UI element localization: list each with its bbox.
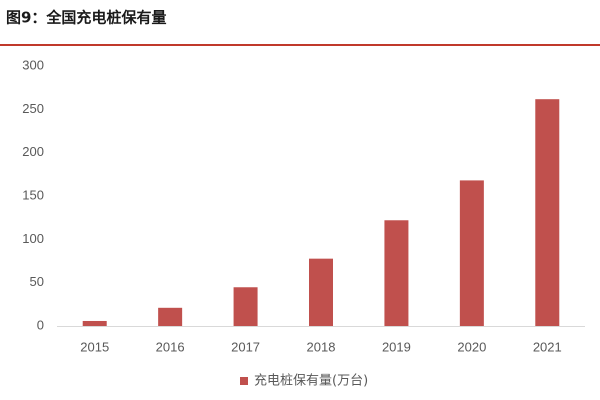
bar: [82, 320, 107, 326]
x-tick-label: 2017: [231, 339, 260, 354]
y-tick-label: 250: [22, 101, 44, 116]
x-tick-label: 2020: [457, 339, 486, 354]
y-tick-label: 300: [22, 57, 44, 72]
x-tick-label: 2019: [382, 339, 411, 354]
y-tick-label: 100: [22, 231, 44, 246]
y-tick-label: 150: [22, 187, 44, 202]
chart-title: 图9：全国充电桩保有量: [6, 9, 166, 27]
y-tick-label: 50: [30, 274, 44, 289]
y-tick-label: 200: [22, 144, 44, 159]
bar: [158, 307, 183, 326]
legend-text: 充电桩保有量(万台): [254, 373, 368, 389]
x-tick-label: 2021: [533, 339, 562, 354]
bar: [384, 220, 409, 326]
bar: [233, 287, 258, 326]
bar: [309, 258, 333, 326]
legend-swatch: [240, 377, 248, 385]
x-tick-label: 2015: [80, 339, 109, 354]
x-tick-label: 2018: [307, 339, 336, 354]
y-tick-label: 0: [37, 317, 44, 332]
bar: [535, 99, 560, 327]
x-tick-label: 2016: [156, 339, 185, 354]
bar: [459, 180, 484, 326]
